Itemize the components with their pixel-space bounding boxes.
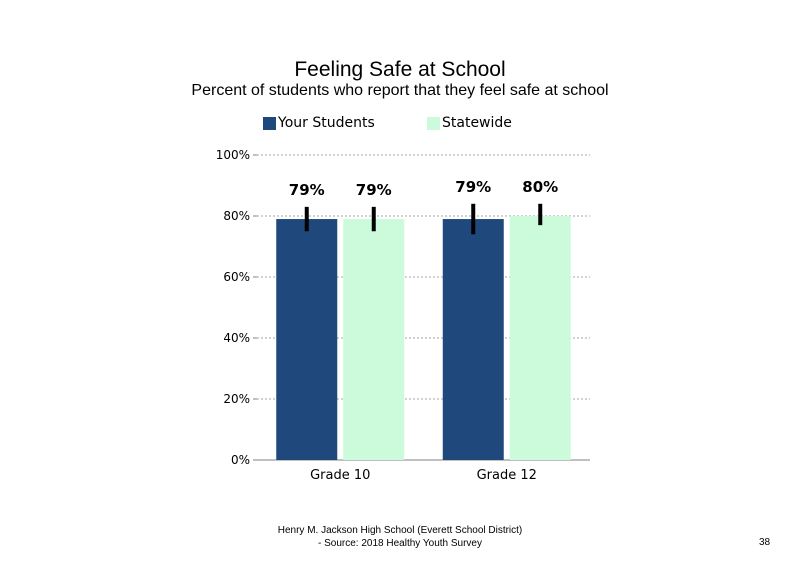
data-label: 79% bbox=[455, 178, 491, 196]
chart-title: Feeling Safe at School bbox=[294, 58, 506, 81]
y-tick-label: 60% bbox=[223, 270, 250, 284]
legend-item-statewide: Statewide bbox=[427, 115, 512, 131]
chart-subtitle: Percent of students who report that they… bbox=[191, 82, 609, 99]
footer-source: - Source: 2018 Healthy Youth Survey bbox=[318, 538, 482, 549]
page-number: 38 bbox=[759, 537, 771, 548]
footer: Henry M. Jackson High School (Everett Sc… bbox=[0, 524, 800, 550]
legend-label-statewide: Statewide bbox=[442, 115, 512, 131]
x-tick-label: Grade 12 bbox=[477, 468, 537, 483]
x-tick-label: Grade 10 bbox=[310, 468, 370, 483]
data-label: 79% bbox=[356, 181, 392, 199]
y-tick-label: 0% bbox=[231, 453, 250, 467]
data-label: 80% bbox=[522, 178, 558, 196]
y-tick-label: 100% bbox=[216, 148, 250, 162]
footer-school: Henry M. Jackson High School (Everett Sc… bbox=[277, 525, 523, 536]
y-tick-label: 80% bbox=[223, 209, 250, 223]
y-tick-label: 40% bbox=[223, 331, 250, 345]
legend-item-your-students: Your Students bbox=[263, 115, 375, 131]
legend-swatch-statewide bbox=[427, 116, 440, 130]
legend-swatch-your-students bbox=[263, 116, 276, 130]
bar bbox=[442, 219, 504, 460]
bar bbox=[343, 219, 405, 460]
data-label: 79% bbox=[289, 181, 325, 199]
bar bbox=[509, 216, 571, 460]
bar bbox=[276, 219, 338, 460]
y-tick-label: 20% bbox=[223, 392, 250, 406]
legend-label-your-students: Your Students bbox=[278, 115, 375, 131]
